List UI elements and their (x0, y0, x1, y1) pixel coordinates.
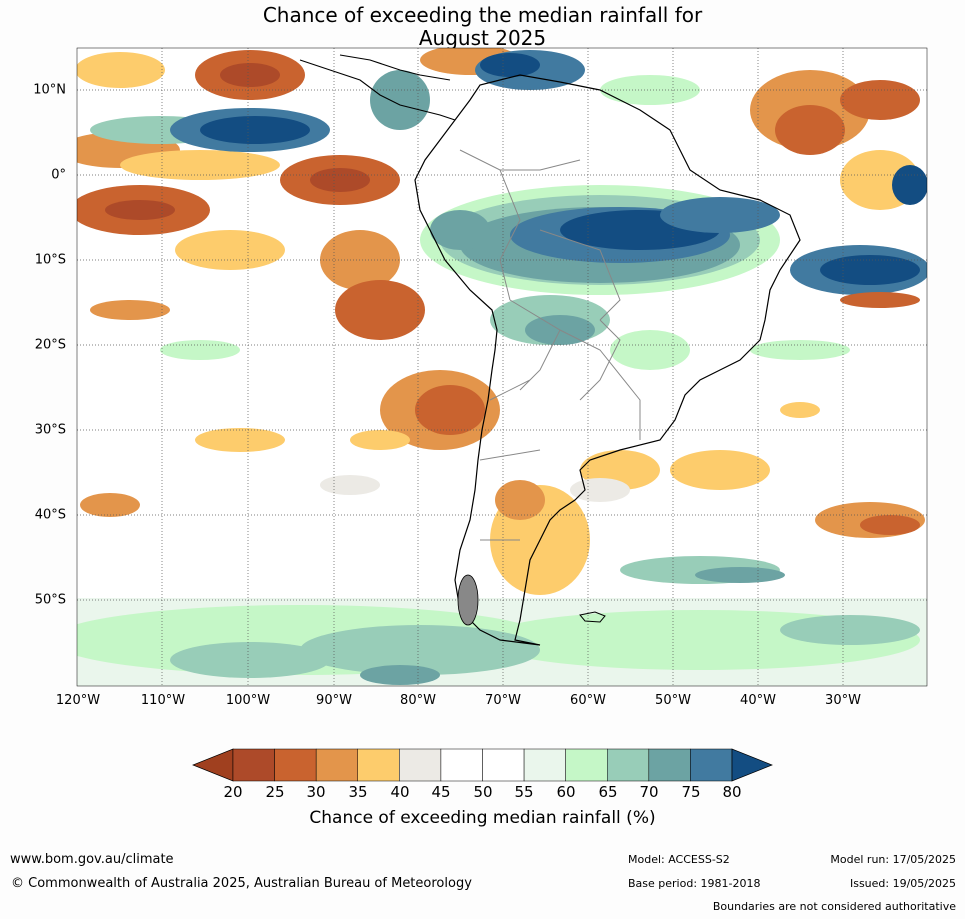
lon-label: 110°W (140, 693, 186, 708)
colorbar-tick-label: 40 (390, 783, 410, 801)
colorbar-bin (648, 748, 691, 782)
map-frame (76, 47, 928, 687)
probability-field (77, 48, 927, 686)
colorbar-tick-label: 60 (556, 783, 576, 801)
footer-model: Model: ACCESS-S2 (628, 853, 730, 866)
south-america-coastline (414, 74, 801, 646)
footer-base-period: Base period: 1981-2018 (628, 877, 761, 890)
colorbar-bin (523, 748, 566, 782)
colorbar-tick-label: 30 (306, 783, 326, 801)
colorbar-tick-label: 75 (681, 783, 701, 801)
colorbar-tick-label: 25 (265, 783, 285, 801)
map-area (77, 48, 927, 686)
lon-label: 60°W (570, 693, 606, 708)
colorbar-bin (274, 748, 317, 782)
footer-copyright: © Commonwealth of Australia 2025, Austra… (11, 876, 472, 891)
footer-model-run: Model run: 17/05/2025 (830, 853, 956, 866)
footer-website: www.bom.gov.au/climate (10, 852, 174, 867)
southern-chile-islands (457, 574, 479, 626)
colorbar-extend-high (731, 748, 773, 782)
colorbar-title: Chance of exceeding median rainfall (%) (309, 808, 656, 828)
falkland-islands (579, 611, 606, 623)
footer-boundaries-note: Boundaries are not considered authoritat… (712, 900, 956, 913)
colorbar-bin (399, 748, 442, 782)
colorbar-bin (357, 748, 400, 782)
colorbar-bin (440, 748, 483, 782)
colorbar-tick-label: 20 (223, 783, 243, 801)
lat-label: 30°S (34, 422, 66, 438)
colorbar-bin (690, 748, 733, 782)
map-title-line2: August 2025 (418, 26, 547, 50)
lon-label: 70°W (485, 693, 521, 708)
lon-label: 40°W (740, 693, 776, 708)
colorbar-tick-label: 65 (598, 783, 618, 801)
central-america-coastline (299, 54, 456, 121)
map-title: Chance of exceeding the median rainfall … (0, 4, 965, 50)
lat-label: 0° (51, 167, 66, 183)
lon-label: 30°W (825, 693, 861, 708)
country-borders (459, 149, 641, 541)
lon-label: 100°W (225, 693, 271, 708)
colorbar (192, 748, 773, 782)
colorbar-bin (482, 748, 525, 782)
colorbar-tick-label: 50 (473, 783, 493, 801)
lon-label: 50°W (655, 693, 691, 708)
colorbar-tick-label: 55 (514, 783, 534, 801)
lat-label: 40°S (34, 507, 66, 523)
lat-label: 10°S (34, 252, 66, 268)
colorbar-bin (232, 748, 275, 782)
lon-label: 90°W (316, 693, 352, 708)
lat-label: 10°N (33, 82, 66, 98)
colorbar-tick-label: 80 (722, 783, 742, 801)
colorbar-bin (607, 748, 650, 782)
lat-label: 50°S (34, 592, 66, 608)
colorbar-tick-label: 35 (348, 783, 368, 801)
graticule (77, 48, 927, 686)
colorbar-bin (565, 748, 608, 782)
colorbar-extend-low (192, 748, 234, 782)
colorbar-tick-label: 70 (639, 783, 659, 801)
lat-label: 20°S (34, 337, 66, 353)
lon-label: 80°W (400, 693, 436, 708)
colorbar-bin (315, 748, 358, 782)
lon-label: 120°W (55, 693, 101, 708)
footer-issued: Issued: 19/05/2025 (849, 877, 956, 890)
colorbar-tick-label: 45 (431, 783, 451, 801)
map-title-line1: Chance of exceeding the median rainfall … (262, 3, 703, 27)
